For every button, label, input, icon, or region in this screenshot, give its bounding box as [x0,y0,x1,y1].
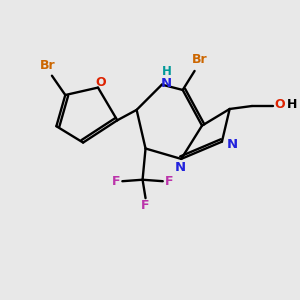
Text: F: F [164,175,173,188]
Text: H: H [286,98,297,111]
Text: O: O [95,76,106,89]
Text: N: N [227,138,238,151]
Text: H: H [161,65,171,78]
Text: O: O [274,98,285,111]
Text: F: F [112,175,121,188]
Text: Br: Br [40,59,55,72]
Text: Br: Br [192,53,207,66]
Text: N: N [175,161,186,174]
Text: F: F [141,199,150,212]
Text: N: N [161,76,172,90]
